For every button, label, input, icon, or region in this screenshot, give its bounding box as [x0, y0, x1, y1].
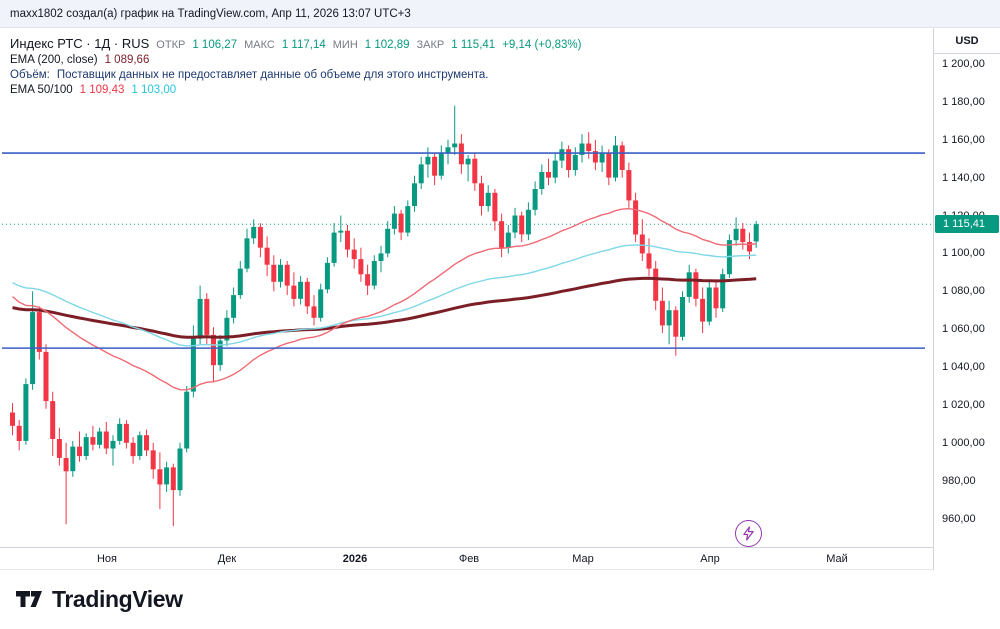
meta-bar: maxx1802 создал(а) график на TradingView… — [0, 0, 1000, 28]
symbol-title[interactable]: Индекс РТС · 1Д · RUS — [10, 36, 150, 51]
price-tick-label: 980,00 — [942, 475, 976, 487]
ema50-value: 1 109,43 — [79, 84, 125, 96]
last-price-badge: 1 115,41 — [935, 215, 999, 233]
volume-title[interactable]: Объём: — [10, 69, 50, 81]
low-value: 1 102,89 — [364, 39, 410, 51]
price-tick-label: 1 140,00 — [942, 172, 985, 184]
time-axis-label: Дек — [217, 553, 237, 565]
chart-legend: Индекс РТС · 1Д · RUS ОТКР 1 106,27 МАКС… — [10, 36, 581, 99]
lightning-icon — [743, 526, 754, 541]
legend-ema200-row: EMA (200, close) 1 089,66 — [10, 54, 581, 66]
legend-ema50-100-row: EMA 50/100 1 109,43 1 103,00 — [10, 84, 581, 96]
meta-bar-text: maxx1802 создал(а) график на TradingView… — [10, 7, 411, 20]
price-tick-label: 1 060,00 — [942, 323, 985, 335]
candles-group — [10, 105, 759, 527]
price-tick-label: 1 080,00 — [942, 285, 985, 297]
ema50-100-title[interactable]: EMA 50/100 — [10, 84, 73, 96]
high-value: 1 117,14 — [281, 39, 326, 51]
chart-pane: Индекс РТС · 1Д · RUS ОТКР 1 106,27 МАКС… — [0, 28, 1000, 570]
time-axis-label: Ноя — [96, 553, 118, 565]
ema-100-line[interactable] — [12, 244, 757, 347]
legend-volume-row: Объём: Поставщик данных не предоставляет… — [10, 69, 581, 81]
high-label: МАКС — [244, 39, 275, 51]
open-value: 1 106,27 — [192, 39, 238, 51]
price-tick-label: 960,00 — [942, 513, 976, 525]
time-axis-label: Фев — [458, 553, 480, 565]
price-tick-label: 1 200,00 — [942, 58, 985, 70]
change-value: +9,14 (+0,83%) — [502, 39, 582, 51]
plot-area — [0, 28, 933, 547]
volume-message: Поставщик данных не предоставляет данные… — [56, 69, 489, 81]
legend-symbol-row: Индекс РТС · 1Д · RUS ОТКР 1 106,27 МАКС… — [10, 36, 581, 51]
ema-200-line[interactable] — [12, 276, 757, 339]
currency-button[interactable]: USD — [934, 28, 1000, 54]
ema100-value: 1 103,00 — [131, 84, 177, 96]
price-tick-label: 1 100,00 — [942, 247, 985, 259]
price-tick-label: 1 000,00 — [942, 437, 985, 449]
ema-50-line[interactable] — [12, 207, 757, 391]
time-axis-label: Мар — [572, 553, 594, 565]
market-status-button[interactable] — [735, 520, 762, 547]
time-axis-label: Апр — [700, 553, 720, 565]
low-label: МИН — [332, 39, 358, 51]
candlestick-chart[interactable] — [0, 28, 933, 547]
close-value: 1 115,41 — [451, 39, 496, 51]
ema200-title[interactable]: EMA (200, close) — [10, 54, 98, 66]
open-label: ОТКР — [156, 39, 186, 51]
footer: TradingView — [0, 570, 1000, 628]
ema200-value: 1 089,66 — [104, 54, 150, 66]
time-axis-label: Май — [826, 553, 848, 565]
price-tick-label: 1 040,00 — [942, 361, 985, 373]
time-axis[interactable]: Ноя Дек 2026 Фев Мар Апр Май — [0, 547, 933, 570]
tradingview-logo-icon[interactable] — [14, 584, 44, 614]
time-axis-label: 2026 — [342, 553, 368, 565]
price-tick-label: 1 160,00 — [942, 134, 985, 146]
tradingview-wordmark[interactable]: TradingView — [52, 585, 183, 612]
price-tick-label: 1 180,00 — [942, 96, 985, 108]
close-label: ЗАКР — [416, 39, 445, 51]
price-axis[interactable]: USD 1 200,001 180,001 160,001 140,001 12… — [933, 28, 1000, 570]
price-tick-label: 1 020,00 — [942, 399, 985, 411]
